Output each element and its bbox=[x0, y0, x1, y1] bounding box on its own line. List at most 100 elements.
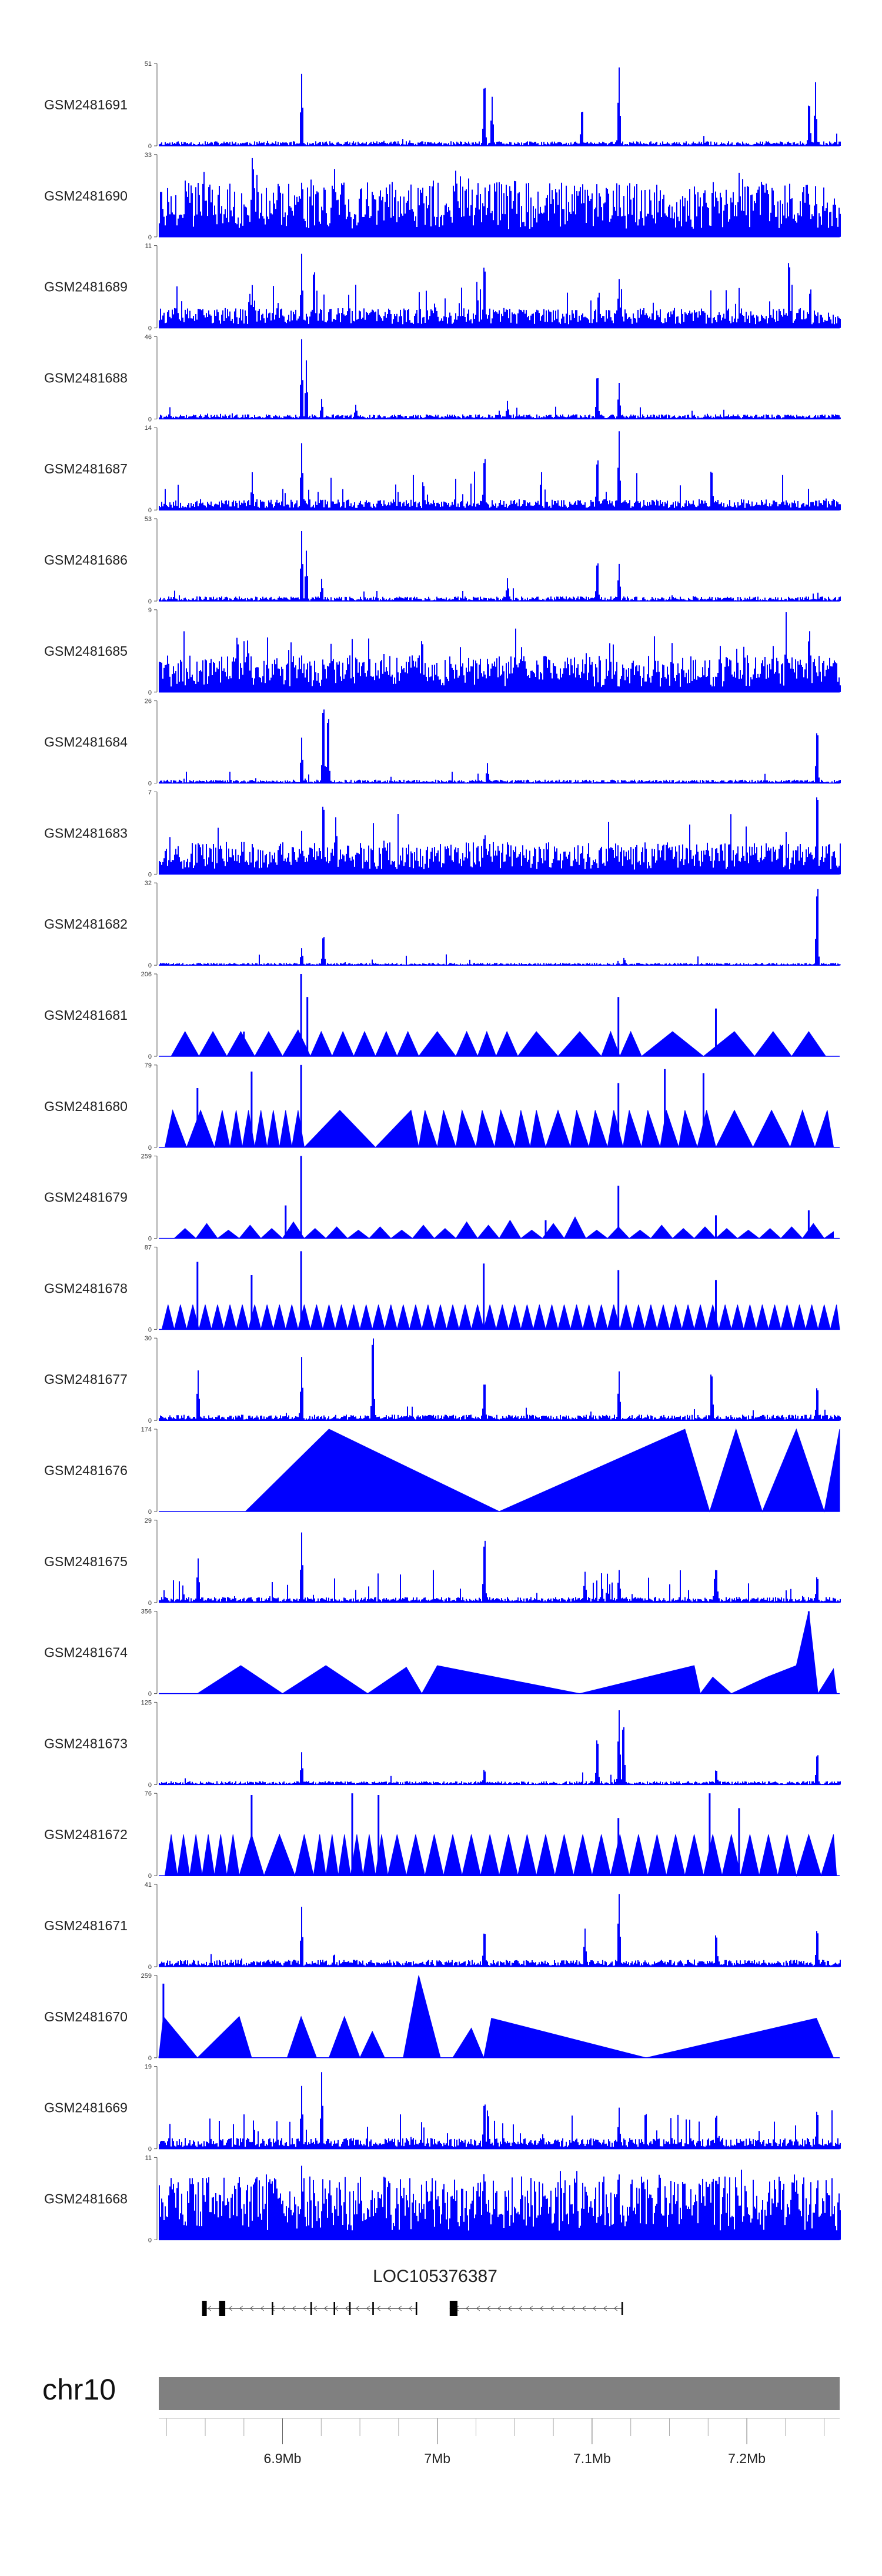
track-GSM2481676: GSM2481676 174 0 bbox=[44, 1426, 840, 1516]
track-label: GSM2481672 bbox=[44, 1827, 128, 1842]
coverage-spike bbox=[351, 1793, 353, 1876]
track-GSM2481690: GSM2481690 33 0 bbox=[44, 152, 841, 241]
y-zero-label: 0 bbox=[148, 234, 152, 241]
exon bbox=[202, 2301, 207, 2316]
y-max-label: 11 bbox=[145, 243, 152, 250]
track-GSM2481687: GSM2481687 14 0 bbox=[44, 425, 841, 514]
strand-arrow bbox=[397, 2305, 402, 2311]
y-max-label: 29 bbox=[145, 1517, 152, 1524]
track-label: GSM2481689 bbox=[44, 279, 128, 295]
coverage-spike bbox=[196, 1088, 199, 1147]
strand-arrow bbox=[560, 2305, 565, 2311]
coverage-spike bbox=[807, 1210, 810, 1239]
strand-arrow bbox=[465, 2305, 470, 2311]
track-GSM2481683: GSM2481683 7 0 bbox=[44, 789, 841, 878]
y-zero-label: 0 bbox=[148, 2237, 152, 2244]
coverage-area bbox=[158, 1975, 834, 2059]
coverage-spike bbox=[617, 1270, 620, 1330]
coverage-spike bbox=[196, 1262, 199, 1330]
coverage-spike bbox=[544, 1220, 547, 1239]
gene-label: LOC105376387 bbox=[373, 2267, 497, 2286]
track-label: GSM2481673 bbox=[44, 1736, 128, 1751]
y-max-label: 206 bbox=[141, 971, 152, 978]
coverage-spike bbox=[250, 1795, 253, 1876]
exon bbox=[272, 2302, 273, 2315]
y-max-label: 79 bbox=[145, 1062, 152, 1069]
y-max-label: 7 bbox=[148, 789, 152, 796]
axis-tick-label: 7Mb bbox=[424, 2451, 450, 2466]
strand-arrow bbox=[476, 2305, 480, 2311]
strand-arrow bbox=[376, 2305, 381, 2311]
coverage-tracks: GSM2481691510GSM2481690330GSM2481689110G… bbox=[44, 61, 841, 2244]
strand-arrow bbox=[539, 2305, 544, 2311]
strand-arrow bbox=[292, 2305, 296, 2311]
y-zero-label: 0 bbox=[148, 780, 152, 788]
track-GSM2481686: GSM2481686 53 0 bbox=[44, 516, 841, 605]
y-zero-label: 0 bbox=[148, 1600, 152, 1607]
y-max-label: 259 bbox=[141, 1153, 152, 1160]
y-max-label: 76 bbox=[145, 1790, 152, 1797]
strand-arrow bbox=[313, 2305, 318, 2311]
coverage-spike bbox=[709, 1793, 711, 1876]
coverage-spike bbox=[664, 1069, 666, 1147]
track-label: GSM2481675 bbox=[44, 1554, 128, 1569]
strand-arrow bbox=[603, 2305, 607, 2311]
track-GSM2481675: GSM2481675 29 0 bbox=[44, 1517, 841, 1607]
y-zero-label: 0 bbox=[148, 689, 152, 696]
strand-arrow bbox=[387, 2305, 392, 2311]
strand-arrow bbox=[550, 2305, 554, 2311]
exon bbox=[449, 2301, 457, 2316]
track-GSM2481691: GSM2481691 51 0 bbox=[44, 61, 841, 150]
strand-arrow bbox=[529, 2305, 533, 2311]
track-label: GSM2481668 bbox=[44, 2191, 128, 2206]
track-label: GSM2481669 bbox=[44, 2100, 128, 2115]
axis-tick-label: 6.9Mb bbox=[264, 2451, 302, 2466]
chromosome-ideogram: chr10 bbox=[42, 2373, 840, 2410]
track-label: GSM2481686 bbox=[44, 552, 128, 568]
coverage-area bbox=[173, 1216, 834, 1239]
track-GSM2481674: GSM2481674 356 0 bbox=[44, 1609, 840, 1698]
track-GSM2481679: GSM2481679 259 0 bbox=[44, 1153, 840, 1243]
strand-arrow bbox=[270, 2305, 275, 2311]
y-zero-label: 0 bbox=[148, 1144, 152, 1152]
gene-track: LOC105376387 bbox=[202, 2267, 623, 2316]
coverage-spike bbox=[300, 974, 302, 1056]
coverage-area bbox=[159, 709, 841, 783]
y-max-label: 51 bbox=[145, 61, 152, 68]
exon bbox=[415, 2302, 417, 2315]
coverage-area bbox=[159, 1532, 841, 1603]
strand-arrow bbox=[239, 2305, 243, 2311]
y-zero-label: 0 bbox=[148, 325, 152, 332]
strand-arrow bbox=[613, 2305, 618, 2311]
track-GSM2481681: GSM2481681 206 0 bbox=[44, 971, 840, 1060]
coverage-area bbox=[159, 2165, 841, 2240]
y-max-label: 32 bbox=[145, 880, 152, 887]
exon bbox=[333, 2302, 335, 2315]
track-label: GSM2481691 bbox=[44, 97, 128, 112]
coverage-spike bbox=[617, 1818, 620, 1876]
strand-arrow bbox=[345, 2305, 349, 2311]
track-label: GSM2481687 bbox=[44, 461, 128, 476]
strand-arrow bbox=[582, 2305, 586, 2311]
strand-arrow bbox=[507, 2305, 512, 2311]
track-GSM2481685: GSM2481685 9 0 bbox=[44, 607, 841, 696]
coverage-area bbox=[164, 1109, 834, 1149]
track-GSM2481689: GSM2481689 11 0 bbox=[44, 243, 841, 332]
coverage-spike bbox=[617, 1083, 620, 1147]
coverage-spike bbox=[617, 1186, 620, 1239]
axis-tick-label: 7.1Mb bbox=[573, 2451, 611, 2466]
track-GSM2481678: GSM2481678 87 0 bbox=[44, 1244, 840, 1333]
strand-arrow bbox=[355, 2305, 360, 2311]
chromosome-bar bbox=[159, 2377, 840, 2410]
y-zero-label: 0 bbox=[148, 962, 152, 969]
strand-arrow bbox=[408, 2305, 413, 2311]
strand-arrow bbox=[207, 2305, 212, 2311]
y-zero-label: 0 bbox=[148, 1236, 152, 1243]
track-label: GSM2481679 bbox=[44, 1190, 128, 1205]
y-max-label: 30 bbox=[145, 1335, 152, 1342]
y-max-label: 53 bbox=[145, 516, 152, 523]
y-max-label: 125 bbox=[141, 1699, 152, 1706]
coverage-spike bbox=[300, 1251, 302, 1330]
coverage-spike bbox=[300, 1065, 302, 1147]
track-label: GSM2481683 bbox=[44, 825, 128, 840]
